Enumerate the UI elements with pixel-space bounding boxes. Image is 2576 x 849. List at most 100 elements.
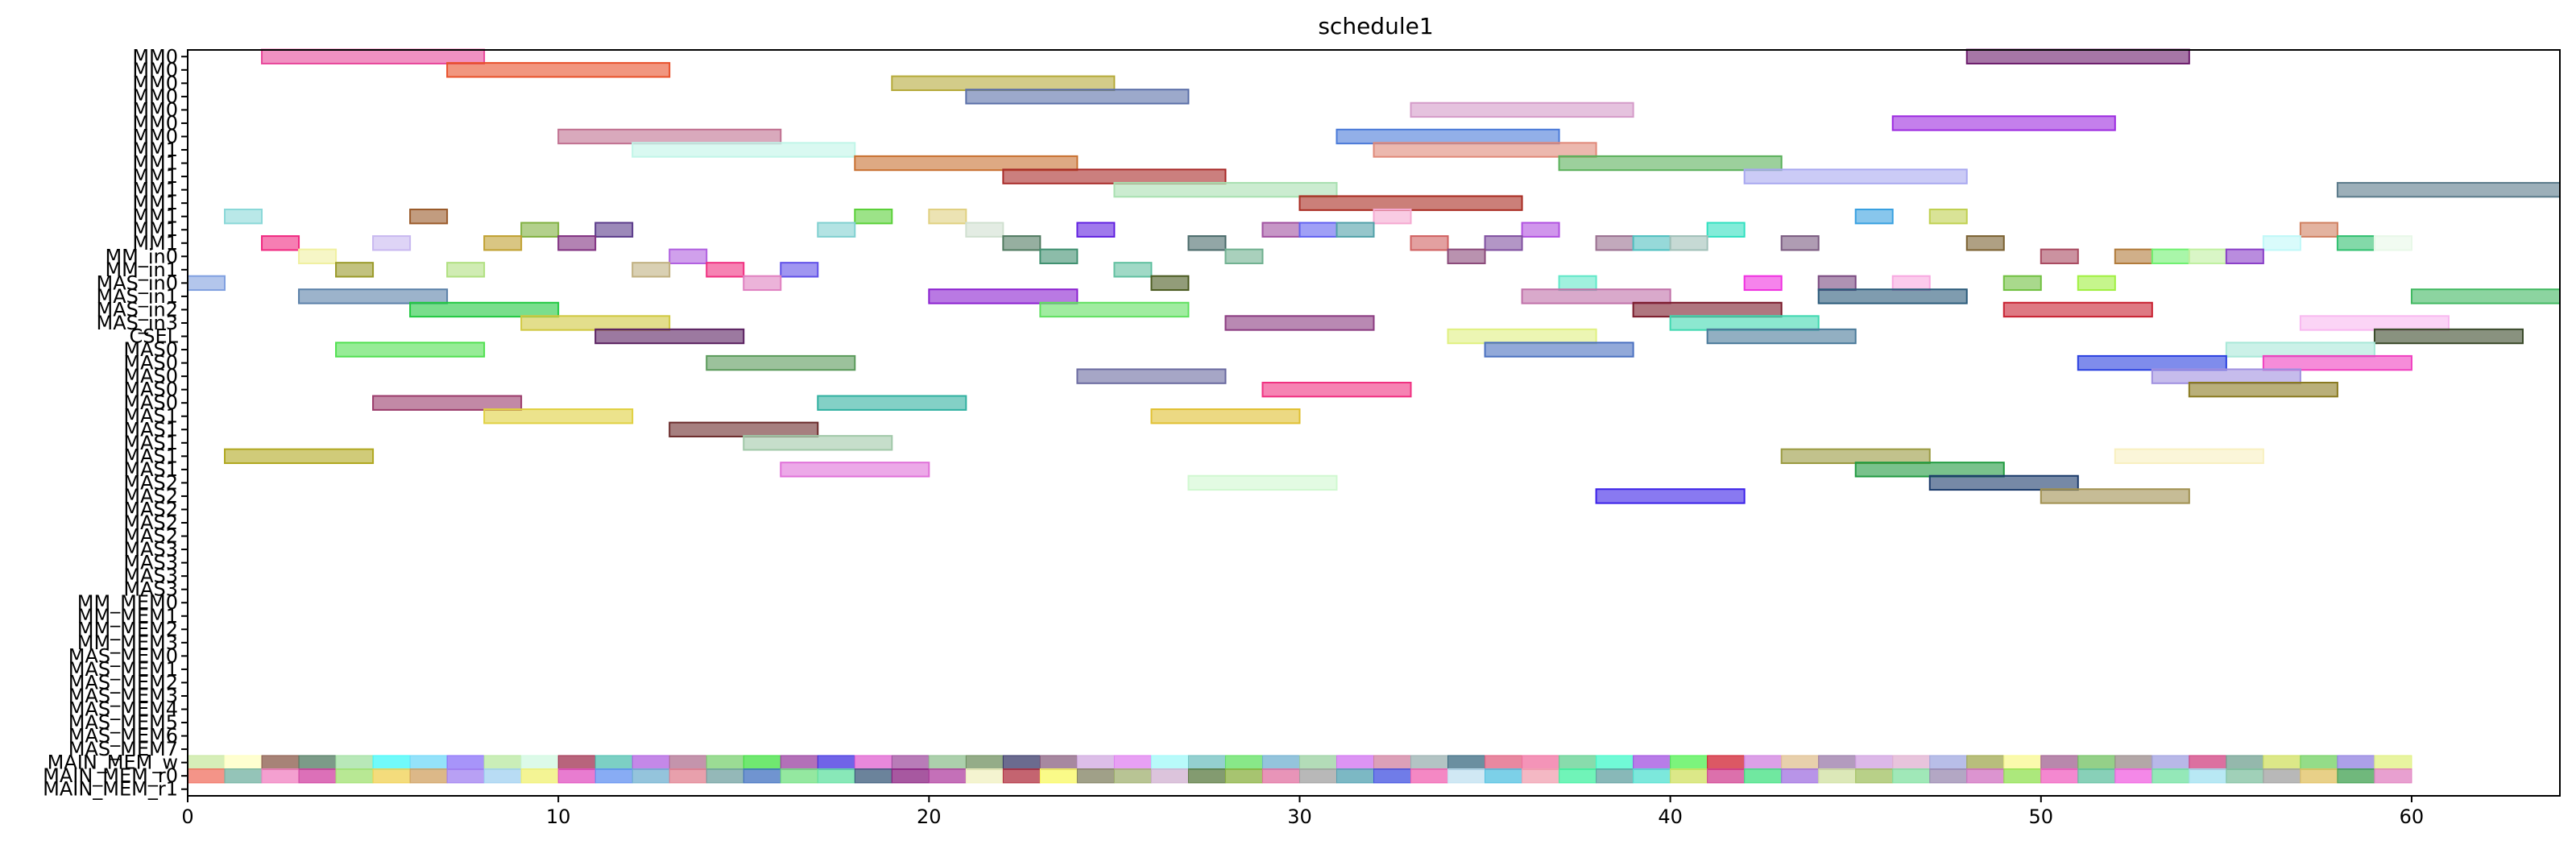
main-mem-w-slot bbox=[1298, 755, 1337, 770]
y-tick-label: MAIN_MEM_r0 bbox=[43, 764, 178, 787]
task-bar bbox=[372, 395, 523, 411]
y-tick-label: MM1 bbox=[132, 179, 178, 201]
main-mem-r0-slot bbox=[2337, 768, 2375, 784]
main-mem-r0-slot bbox=[520, 768, 559, 784]
task-bar bbox=[187, 275, 226, 292]
task-bar bbox=[1002, 235, 1042, 251]
main-mem-w-slot bbox=[706, 755, 744, 770]
main-mem-r0-slot bbox=[1559, 768, 1597, 784]
task-bar bbox=[2040, 248, 2079, 264]
task-bar bbox=[706, 262, 745, 278]
y-tick-label: MM0 bbox=[132, 72, 178, 94]
main-mem-w-slot bbox=[1373, 755, 1412, 770]
task-bar bbox=[298, 248, 338, 264]
main-mem-r0-slot bbox=[1447, 768, 1486, 784]
task-bar bbox=[1632, 235, 1671, 251]
main-mem-r0-slot bbox=[706, 768, 744, 784]
task-bar bbox=[224, 209, 263, 225]
y-tick-label: MM1 bbox=[132, 232, 178, 255]
y-tick-label: MAS2 bbox=[123, 498, 178, 520]
y-tick-label: MAS1 bbox=[123, 418, 178, 441]
main-mem-r0-slot bbox=[1113, 768, 1152, 784]
main-mem-w-slot bbox=[2151, 755, 2190, 770]
main-mem-w-slot bbox=[409, 755, 448, 770]
task-bar bbox=[669, 421, 819, 437]
task-bar bbox=[1002, 168, 1227, 184]
task-bar bbox=[2299, 222, 2338, 238]
main-mem-w-slot bbox=[2040, 755, 2079, 770]
y-tick-label: MAS1 bbox=[123, 445, 178, 467]
task-bar bbox=[224, 448, 375, 465]
main-mem-r0-slot bbox=[2189, 768, 2227, 784]
task-bar bbox=[483, 408, 634, 424]
y-tick-label: MAS3 bbox=[123, 552, 178, 574]
y-tick-label: MAS0 bbox=[123, 352, 178, 375]
y-tick-label: MAS_in0 bbox=[96, 271, 178, 294]
main-mem-r0-slot bbox=[2114, 768, 2153, 784]
x-axis: 0 10 20 30 40 50 60 bbox=[181, 796, 2424, 828]
task-bar bbox=[1521, 222, 1560, 238]
y-tick-label: MM1 bbox=[132, 139, 178, 161]
task-bar bbox=[1187, 235, 1227, 251]
main-mem-w-slot bbox=[1261, 755, 1300, 770]
task-bar bbox=[1558, 155, 1783, 172]
main-mem-r0-slot bbox=[335, 768, 374, 784]
task-bar bbox=[854, 155, 1079, 172]
main-mem-r0-slot bbox=[928, 768, 967, 784]
main-mem-r0-slot bbox=[1855, 768, 1894, 784]
main-mem-w-slot bbox=[483, 755, 522, 770]
y-tick-label: MM0 bbox=[132, 59, 178, 81]
main-mem-w-slot bbox=[1522, 755, 1560, 770]
y-tick-label: MAS3 bbox=[123, 565, 178, 587]
y-tick-label: MAS2 bbox=[123, 471, 178, 494]
main-mem-r0-slot bbox=[2263, 768, 2301, 784]
task-bar bbox=[594, 222, 634, 238]
task-bar bbox=[446, 62, 671, 78]
task-bar bbox=[2188, 381, 2338, 398]
y-tick-label: MAS_in2 bbox=[96, 298, 178, 321]
main-mem-w-slot bbox=[2114, 755, 2153, 770]
main-mem-r0-slot bbox=[1707, 768, 1746, 784]
main-mem-w-slot bbox=[1559, 755, 1597, 770]
task-bar bbox=[965, 89, 1190, 105]
task-bar bbox=[1521, 288, 1671, 304]
task-bar bbox=[2188, 248, 2227, 264]
main-mem-r0-slot bbox=[1929, 768, 1968, 784]
task-bar bbox=[1447, 248, 1486, 264]
y-tick-label: MM1 bbox=[132, 218, 178, 241]
main-mem-w-slot bbox=[1187, 755, 1226, 770]
main-mem-r0-slot bbox=[446, 768, 485, 784]
task-bar bbox=[1150, 408, 1301, 424]
main-mem-w-slot bbox=[1410, 755, 1449, 770]
task-bar bbox=[483, 235, 523, 251]
y-tick-label: MAS0 bbox=[123, 365, 178, 387]
main-mem-w-slot bbox=[669, 755, 707, 770]
y-tick-label: MAS0 bbox=[123, 338, 178, 361]
task-bar bbox=[2151, 368, 2301, 384]
y-tick-label: MAS2 bbox=[123, 511, 178, 534]
task-bar bbox=[2077, 354, 2227, 371]
x-tick-label: 40 bbox=[1658, 806, 1683, 828]
main-mem-w-slot bbox=[1707, 755, 1746, 770]
main-mem-w-slot bbox=[1224, 755, 1263, 770]
task-bar bbox=[706, 354, 856, 371]
main-mem-w-slot bbox=[261, 755, 300, 770]
y-axis: MM0MM0MM0MM0MM0MM0MM0MM1MM1MM1MM1MM1MM1M… bbox=[43, 45, 188, 801]
task-bar bbox=[261, 48, 486, 64]
y-tick-label: CSEL bbox=[129, 325, 178, 348]
main-mem-r0-slot bbox=[1410, 768, 1449, 784]
task-bar bbox=[1076, 222, 1116, 238]
plot-frame bbox=[187, 49, 2561, 797]
main-mem-w-slot bbox=[854, 755, 892, 770]
task-bar bbox=[1891, 115, 2116, 131]
task-bar bbox=[2225, 248, 2264, 264]
main-mem-w-slot bbox=[187, 755, 226, 770]
task-bar bbox=[335, 262, 375, 278]
task-bar bbox=[2002, 301, 2153, 318]
task-bar bbox=[1743, 168, 1968, 184]
main-mem-r0-slot bbox=[1187, 768, 1226, 784]
main-mem-w-slot bbox=[2189, 755, 2227, 770]
main-mem-w-slot bbox=[1002, 755, 1041, 770]
task-bar bbox=[2151, 248, 2190, 264]
